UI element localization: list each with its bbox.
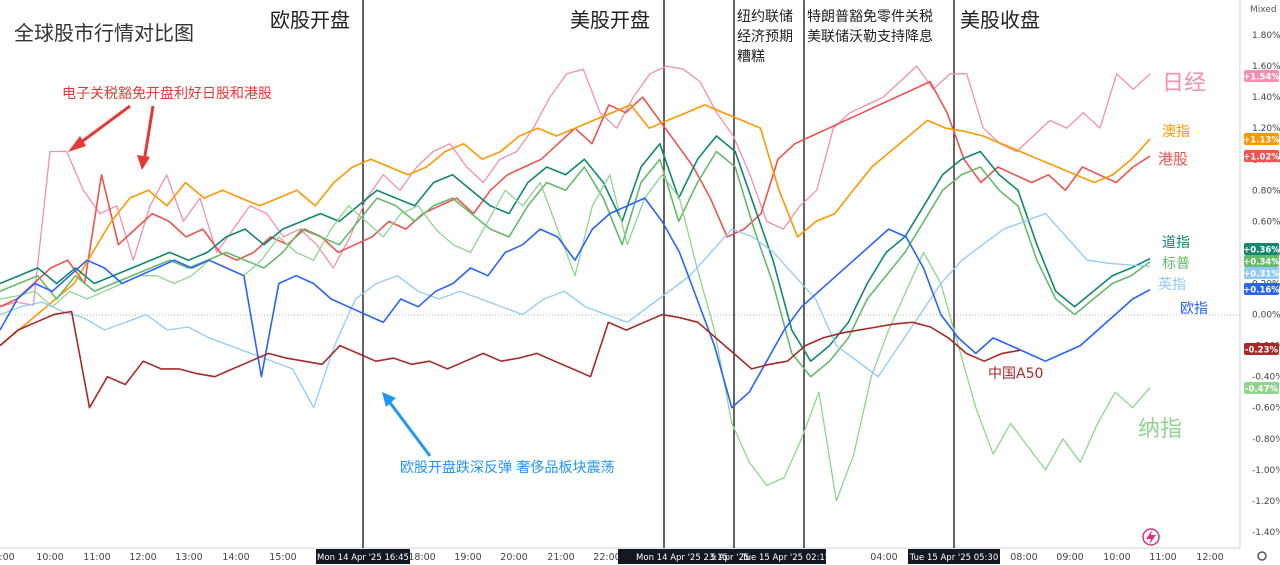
series-label-4: 标普 (1162, 256, 1190, 272)
settings-icon[interactable] (1257, 551, 1267, 561)
y-tick-label: -0.80% (1252, 435, 1280, 445)
scale-mode-label[interactable]: Mixed (1250, 5, 1277, 15)
x-tick-label: 21:00 (547, 552, 574, 563)
time-axis: 9:00 10:00 11:00 12:00 13:00 14:00 15:00 18:00 1… (0, 549, 1224, 564)
event-label-eu-open: 欧股开盘 (270, 8, 350, 32)
x-tick-label: 18:00 (408, 552, 435, 563)
value-badge-text: +1.54% (1243, 73, 1280, 83)
time-marker-label: Mon 14 Apr '25 16:45 (317, 553, 409, 563)
x-tick-label: 12:00 (129, 552, 156, 563)
y-tick-label: 1.80% (1252, 31, 1280, 41)
series-label-8: 中国A50 (988, 366, 1043, 382)
annotation-arrow-2 (137, 105, 155, 170)
x-tick-label: 20:00 (500, 552, 527, 563)
series-label-0: 日经 (1162, 71, 1206, 96)
y-tick-label: 1.20% (1252, 124, 1280, 134)
event-label-us-open: 美股开盘 (570, 8, 650, 32)
y-tick-label: 0.80% (1252, 186, 1280, 196)
event-label-nyfed-3: 糟糕 (737, 49, 765, 65)
series-label-3: 道指 (1162, 235, 1190, 251)
annotation-tariff: 电子关税豁免开盘利好日股和港股 (62, 85, 272, 102)
y-tick-label: 1.60% (1252, 62, 1280, 72)
series-label-6: 英指 (1158, 276, 1186, 293)
y-tick-label: 0.00% (1252, 311, 1280, 321)
value-badge-5 (1244, 382, 1279, 394)
value-badge-2 (1244, 133, 1279, 145)
y-tick-label: -1.20% (1252, 497, 1280, 507)
x-tick-label: 04:00 (870, 552, 897, 563)
series-label-1: 港股 (1158, 150, 1188, 168)
annotation-arrow-3 (382, 392, 432, 457)
y-tick-label: -1.00% (1252, 466, 1280, 476)
event-label-nyfed-1: 纽约联储 (737, 9, 793, 25)
value-badge-text: +0.34% (1243, 258, 1280, 268)
series-line-6 (0, 212, 1151, 409)
x-tick-label: 09:00 (1056, 552, 1083, 563)
series-label-5: 纳指 (1138, 417, 1182, 442)
time-marker-label: Tue 15 Apr '25 05:30 (909, 553, 999, 563)
time-marker-box (618, 549, 746, 564)
x-tick-label: 08:00 (1010, 552, 1037, 563)
value-badge-text: -0.23% (1245, 346, 1278, 356)
event-label-trump-2: 美联储沃勒支持降息 (807, 28, 933, 45)
value-badge-6 (1244, 267, 1279, 279)
value-badge-8 (1244, 343, 1279, 355)
value-badge-text: +1.13% (1243, 136, 1280, 146)
x-tick-label: 10:00 (36, 552, 63, 563)
x-tick-label: 11:00 (83, 552, 110, 563)
series-line-2 (0, 104, 1151, 347)
price-axis: 1.80%1.60%1.40%1.20%1.00%0.80%0.60%0.40%… (1243, 31, 1280, 538)
event-label-trump-1: 特朗普豁免零件关税 (807, 8, 933, 25)
y-tick-label: -0.60% (1252, 404, 1280, 414)
event-lines (362, 0, 955, 548)
annotation-arrow-1 (68, 104, 131, 152)
x-tick-label: 10:00 (1103, 552, 1130, 563)
series-line-7 (0, 197, 1151, 409)
x-tick-label: 13:00 (175, 552, 202, 563)
time-marker-label: 5 Apr '25 (711, 553, 750, 563)
value-badge-text: -0.47% (1245, 385, 1278, 395)
time-marker-box (316, 549, 410, 564)
value-badge-0 (1244, 70, 1279, 82)
y-tick-label: -0.40% (1252, 373, 1280, 383)
y-tick-label: -1.40% (1252, 528, 1280, 538)
value-badge-7 (1244, 283, 1279, 295)
time-marker-box (746, 549, 826, 564)
x-tick-label: 14:00 (222, 552, 249, 563)
event-label-us-close: 美股收盘 (960, 8, 1040, 32)
value-badge-text: +0.36% (1243, 246, 1280, 256)
time-marker-label: Mon 14 Apr '25 23:15 (636, 553, 728, 563)
x-tick-label: 12:00 (1196, 552, 1223, 563)
lightning-icon[interactable] (1142, 528, 1160, 546)
series-label-2: 澳指 (1162, 124, 1190, 140)
series-line-8 (0, 310, 1021, 409)
time-marker-box (908, 549, 1000, 564)
series-line-4 (0, 150, 1151, 378)
value-badge-text: +0.31% (1243, 270, 1280, 280)
value-badge-1 (1244, 150, 1279, 162)
value-badge-text: +1.02% (1243, 153, 1280, 163)
time-marker-label: Tue 15 Apr '25 02:15 (741, 553, 831, 563)
series-line-3 (0, 135, 1151, 363)
series-layer (0, 65, 1151, 502)
y-tick-label: 0.60% (1252, 217, 1280, 227)
value-badge-3 (1244, 243, 1279, 255)
x-tick-label: 15:00 (269, 552, 296, 563)
value-badge-text: +0.16% (1243, 286, 1280, 296)
x-tick-label: 22:00 (593, 552, 620, 563)
x-tick-label: 9:00 (0, 552, 15, 563)
series-label-7: 欧指 (1180, 301, 1208, 317)
value-badge-4 (1244, 255, 1279, 267)
x-tick-label: 19:00 (454, 552, 481, 563)
annotation-eu-rebound: 欧股开盘跌深反弹 奢侈品板块震荡 (400, 459, 614, 476)
event-label-nyfed-2: 经济预期 (737, 29, 793, 45)
y-tick-label: 1.40% (1252, 93, 1280, 103)
series-line-0 (0, 65, 1151, 308)
x-tick-label: 11:00 (1149, 552, 1176, 563)
chart-title: 全球股市行情对比图 (14, 21, 194, 45)
